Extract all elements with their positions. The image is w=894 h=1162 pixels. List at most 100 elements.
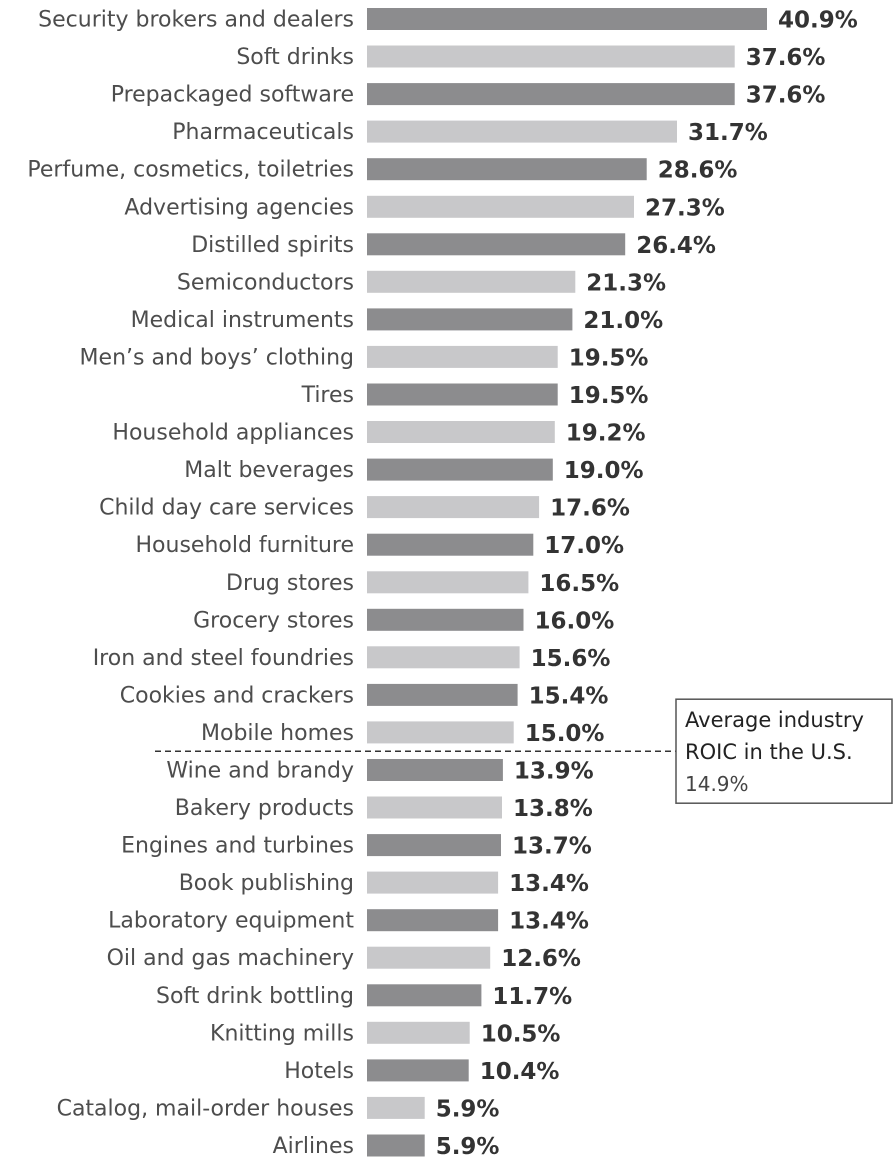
category-label: Semiconductors <box>177 270 354 295</box>
value-label: 13.8% <box>513 796 593 822</box>
average-callout-title-line2: ROIC in the U.S. <box>685 740 853 764</box>
value-label: 19.5% <box>569 383 649 409</box>
value-label: 16.0% <box>535 608 615 634</box>
bar <box>367 421 555 443</box>
value-label: 13.4% <box>509 871 589 897</box>
category-label: Engines and turbines <box>121 834 354 859</box>
value-label: 12.6% <box>501 946 581 972</box>
value-label: 27.3% <box>645 195 725 221</box>
category-label: Iron and steel foundries <box>93 646 354 671</box>
bar <box>367 646 520 669</box>
value-label: 17.0% <box>544 533 624 559</box>
bar <box>367 1096 425 1119</box>
category-label: Catalog, mail-order houses <box>57 1096 354 1121</box>
category-label: Tires <box>301 383 354 408</box>
value-label: 17.6% <box>550 496 630 522</box>
category-label: Cookies and crackers <box>120 683 354 708</box>
value-label: 19.5% <box>569 345 649 371</box>
value-label: 19.2% <box>566 421 646 447</box>
bar <box>367 195 634 218</box>
category-label: Laboratory equipment <box>108 909 354 934</box>
value-label: 19.0% <box>564 458 644 484</box>
value-label: 40.9% <box>778 8 858 34</box>
category-label: Malt beverages <box>184 458 354 483</box>
value-label: 10.5% <box>481 1021 561 1047</box>
category-label: Household furniture <box>136 533 355 558</box>
value-label: 15.0% <box>525 721 605 747</box>
bar <box>367 1134 425 1157</box>
category-label: Men’s and boys’ clothing <box>80 345 354 370</box>
category-label: Grocery stores <box>193 608 354 633</box>
value-label: 10.4% <box>480 1059 560 1085</box>
bar <box>367 233 626 256</box>
category-label: Book publishing <box>179 871 354 896</box>
bar <box>367 796 502 819</box>
bar <box>367 871 499 894</box>
category-label: Airlines <box>273 1134 354 1159</box>
value-label: 26.4% <box>636 233 716 259</box>
bar <box>367 721 514 744</box>
bar <box>367 571 529 594</box>
average-callout-title-line1: Average industry <box>685 708 864 732</box>
bar <box>367 984 482 1007</box>
value-label: 15.6% <box>531 646 611 672</box>
category-label: Medical instruments <box>131 308 354 333</box>
category-label: Distilled spirits <box>191 233 354 258</box>
value-label: 28.6% <box>658 158 738 184</box>
value-label: 5.9% <box>436 1134 500 1160</box>
category-label: Advertising agencies <box>124 195 354 220</box>
bars-group <box>367 8 767 1157</box>
category-label: Household appliances <box>112 421 354 446</box>
bar <box>367 458 553 481</box>
value-label: 37.6% <box>746 83 826 109</box>
category-label: Mobile homes <box>201 721 354 746</box>
category-label: Bakery products <box>175 796 354 821</box>
bar <box>367 158 647 181</box>
bar <box>367 496 540 519</box>
value-label: 15.4% <box>529 683 609 709</box>
value-label: 5.9% <box>436 1096 500 1122</box>
average-callout-box <box>675 698 893 804</box>
value-label: 11.7% <box>492 984 572 1010</box>
category-label: Knitting mills <box>210 1021 354 1046</box>
value-label: 16.5% <box>539 571 619 597</box>
average-callout: Average industry ROIC in the U.S. 14.9% <box>675 698 893 804</box>
value-label: 13.7% <box>512 834 592 860</box>
bar <box>367 270 576 293</box>
bar <box>367 383 558 406</box>
bar <box>367 946 491 969</box>
category-label: Hotels <box>284 1059 354 1084</box>
category-label: Security brokers and dealers <box>38 8 354 33</box>
value-label: 13.4% <box>509 909 589 935</box>
category-label: Soft drink bottling <box>156 984 354 1009</box>
bar <box>367 345 558 368</box>
category-label: Prepackaged software <box>111 83 354 108</box>
value-label: 31.7% <box>688 120 768 146</box>
value-label: 37.6% <box>746 45 826 71</box>
category-label: Wine and brandy <box>166 759 354 784</box>
category-label: Pharmaceuticals <box>172 120 354 145</box>
bar <box>367 533 534 556</box>
category-label: Child day care services <box>99 496 354 521</box>
bar <box>367 1059 469 1082</box>
bar <box>367 909 499 932</box>
category-label: Oil and gas machinery <box>107 946 354 971</box>
bar <box>367 45 735 68</box>
category-label: Drug stores <box>226 571 354 596</box>
value-labels: 40.9% 37.6% 37.6% 31.7% 28.6% 27.3% 26.4% 21.3%… <box>436 8 858 1161</box>
value-label: 13.9% <box>514 759 594 785</box>
category-labels: Security brokers and dealers Soft drinks P… <box>27 8 354 1160</box>
value-label: 21.0% <box>583 308 663 334</box>
average-callout-value: 14.9% <box>685 772 749 796</box>
bar <box>367 83 735 106</box>
bar <box>367 1021 470 1044</box>
category-label: Soft drinks <box>236 45 354 70</box>
bar <box>367 608 524 631</box>
category-label: Perfume, cosmetics, toiletries <box>27 158 354 183</box>
bar <box>367 120 677 143</box>
bar <box>367 834 501 857</box>
bar <box>367 308 573 331</box>
value-label: 21.3% <box>586 270 666 296</box>
bar <box>367 759 503 781</box>
